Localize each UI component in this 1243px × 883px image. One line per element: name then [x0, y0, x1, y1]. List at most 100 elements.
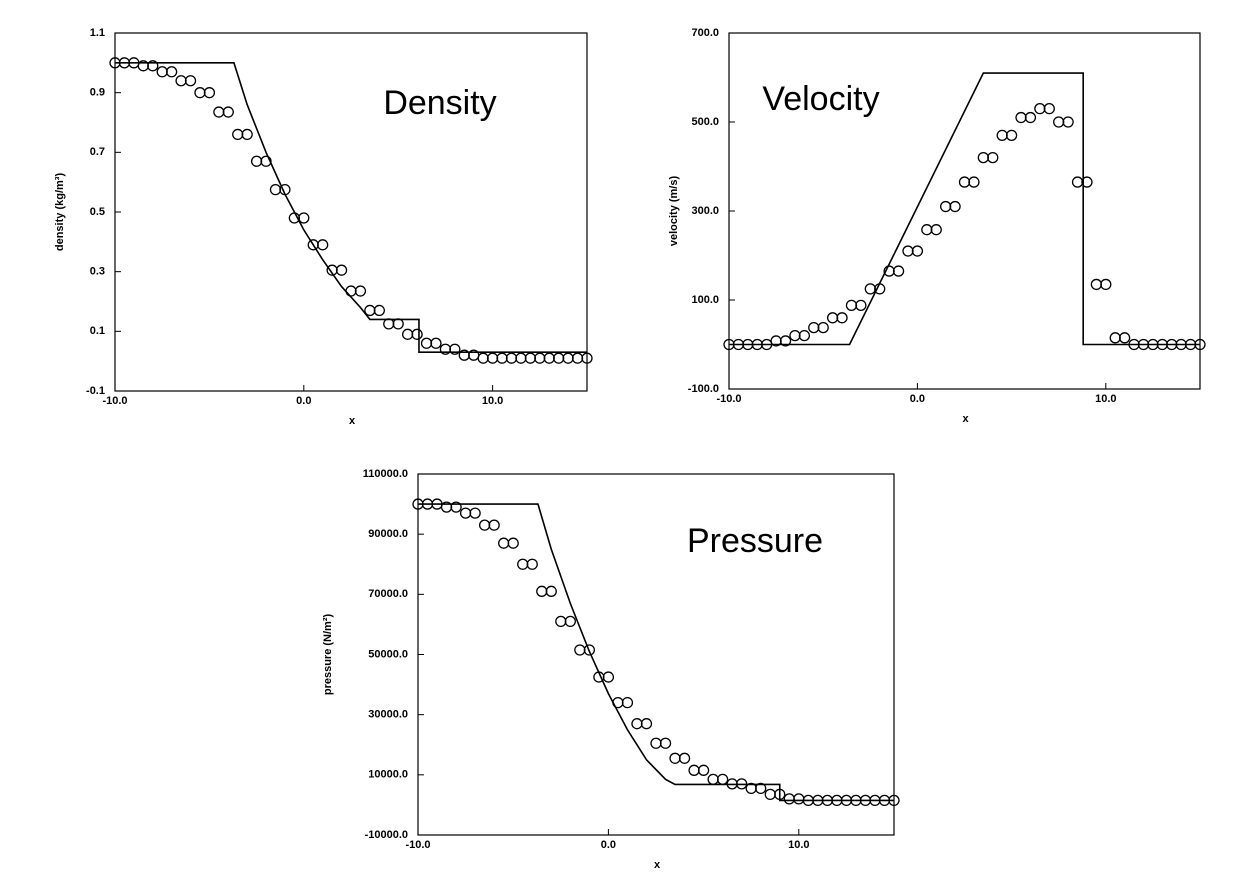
- data-point: [874, 283, 886, 295]
- y-tick-label: 0.7: [90, 146, 105, 158]
- data-point: [688, 764, 700, 776]
- subplot: -10.0 0.0 10.0 -0.1 0.1 0.3 0.5 0.7 0.9 1.1 x densi…: [54, 27, 593, 427]
- data-point: [450, 501, 462, 513]
- x-tick-label: -10.0: [405, 839, 430, 851]
- data-point: [761, 338, 773, 351]
- data-point: [602, 671, 615, 683]
- x-tick-label: 0.0: [910, 393, 925, 405]
- data-point: [977, 151, 989, 164]
- data-point: [650, 737, 662, 749]
- data-point: [536, 585, 548, 597]
- y-tick-label: 0.3: [90, 266, 105, 278]
- data-point: [507, 537, 519, 549]
- x-tick-label: 0.0: [296, 395, 311, 407]
- data-point: [836, 312, 848, 324]
- data-point: [940, 200, 952, 213]
- annotation: Velocity: [762, 80, 879, 118]
- data-point: [420, 337, 433, 349]
- data-point: [640, 718, 653, 730]
- data-point: [631, 718, 643, 730]
- data-point: [449, 343, 461, 355]
- data-point: [147, 60, 159, 72]
- data-point: [515, 352, 527, 364]
- solution-line: [115, 62, 587, 354]
- data-point: [241, 128, 253, 141]
- data-point: [469, 507, 481, 519]
- data-point: [845, 299, 858, 311]
- data-point: [774, 788, 786, 801]
- data-point: [496, 352, 508, 364]
- data-point: [855, 299, 867, 311]
- data-point: [562, 352, 574, 364]
- data-point: [459, 507, 472, 519]
- data-point: [478, 519, 491, 531]
- y-tick-label: 30000.0: [368, 709, 408, 721]
- data-point: [203, 87, 216, 99]
- data-point: [764, 788, 776, 801]
- data-point: [987, 151, 999, 164]
- data-point: [996, 129, 1008, 142]
- data-point: [517, 558, 529, 570]
- data-point: [232, 128, 244, 141]
- data-point: [364, 304, 376, 317]
- x-tick-label: 10.0: [1095, 393, 1116, 405]
- y-tick-label: 110000.0: [363, 468, 408, 480]
- data-point: [707, 773, 719, 785]
- y-tick-label: 300.0: [691, 205, 719, 217]
- data-point: [298, 212, 310, 224]
- data-point: [526, 558, 538, 570]
- data-point: [581, 352, 593, 364]
- data-point: [949, 200, 961, 213]
- x-axis-label: x: [349, 415, 356, 427]
- solution-line: [729, 72, 1200, 346]
- x-tick-label: 10.0: [788, 839, 809, 851]
- y-tick-label: 1.1: [90, 27, 105, 39]
- data-point: [1081, 176, 1093, 188]
- data-point: [1118, 332, 1131, 344]
- data-point: [736, 778, 748, 790]
- x-axis-label: x: [962, 413, 969, 425]
- data-point: [411, 328, 423, 340]
- data-point: [659, 737, 672, 749]
- data-point: [1194, 338, 1206, 351]
- data-point: [1024, 111, 1037, 124]
- data-point: [1090, 278, 1103, 291]
- data-point: [808, 321, 820, 334]
- data-point: [571, 352, 584, 364]
- data-point: [669, 752, 681, 764]
- y-tick-label: 10000.0: [368, 769, 408, 781]
- data-point: [612, 696, 624, 709]
- data-point: [279, 183, 291, 196]
- data-point: [534, 352, 546, 364]
- y-tick-label: -10000.0: [365, 829, 408, 841]
- data-point: [524, 352, 537, 364]
- data-point: [269, 183, 282, 196]
- data-point: [716, 773, 729, 785]
- data-point: [1062, 116, 1074, 128]
- data-point: [505, 352, 518, 364]
- y-tick-label: 70000.0: [368, 588, 408, 600]
- data-point: [1109, 332, 1121, 344]
- data-point: [1043, 103, 1055, 115]
- data-point: [545, 585, 557, 597]
- data-point: [165, 66, 178, 78]
- data-point: [345, 285, 357, 297]
- data-point: [583, 644, 596, 656]
- data-point: [697, 764, 710, 776]
- data-point: [260, 155, 272, 167]
- data-point: [798, 329, 811, 342]
- x-tick-label: 10.0: [482, 395, 503, 407]
- data-point: [678, 752, 691, 764]
- data-point: [317, 239, 329, 251]
- y-tick-label: 500.0: [691, 116, 719, 128]
- x-tick-label: -10.0: [102, 395, 127, 407]
- y-tick-label: 50000.0: [368, 648, 408, 660]
- annotation: Pressure: [687, 522, 823, 560]
- data-point: [888, 794, 900, 807]
- x-axis-label: x: [654, 859, 661, 871]
- subplot: -10.0 0.0 10.0 -10000.0 10000.0 30000.0 50000.…: [322, 468, 900, 871]
- data-point: [968, 176, 980, 188]
- y-tick-label: 700.0: [691, 27, 719, 39]
- y-axis-label: pressure (N/m²): [322, 614, 334, 696]
- solution-line: [418, 503, 894, 802]
